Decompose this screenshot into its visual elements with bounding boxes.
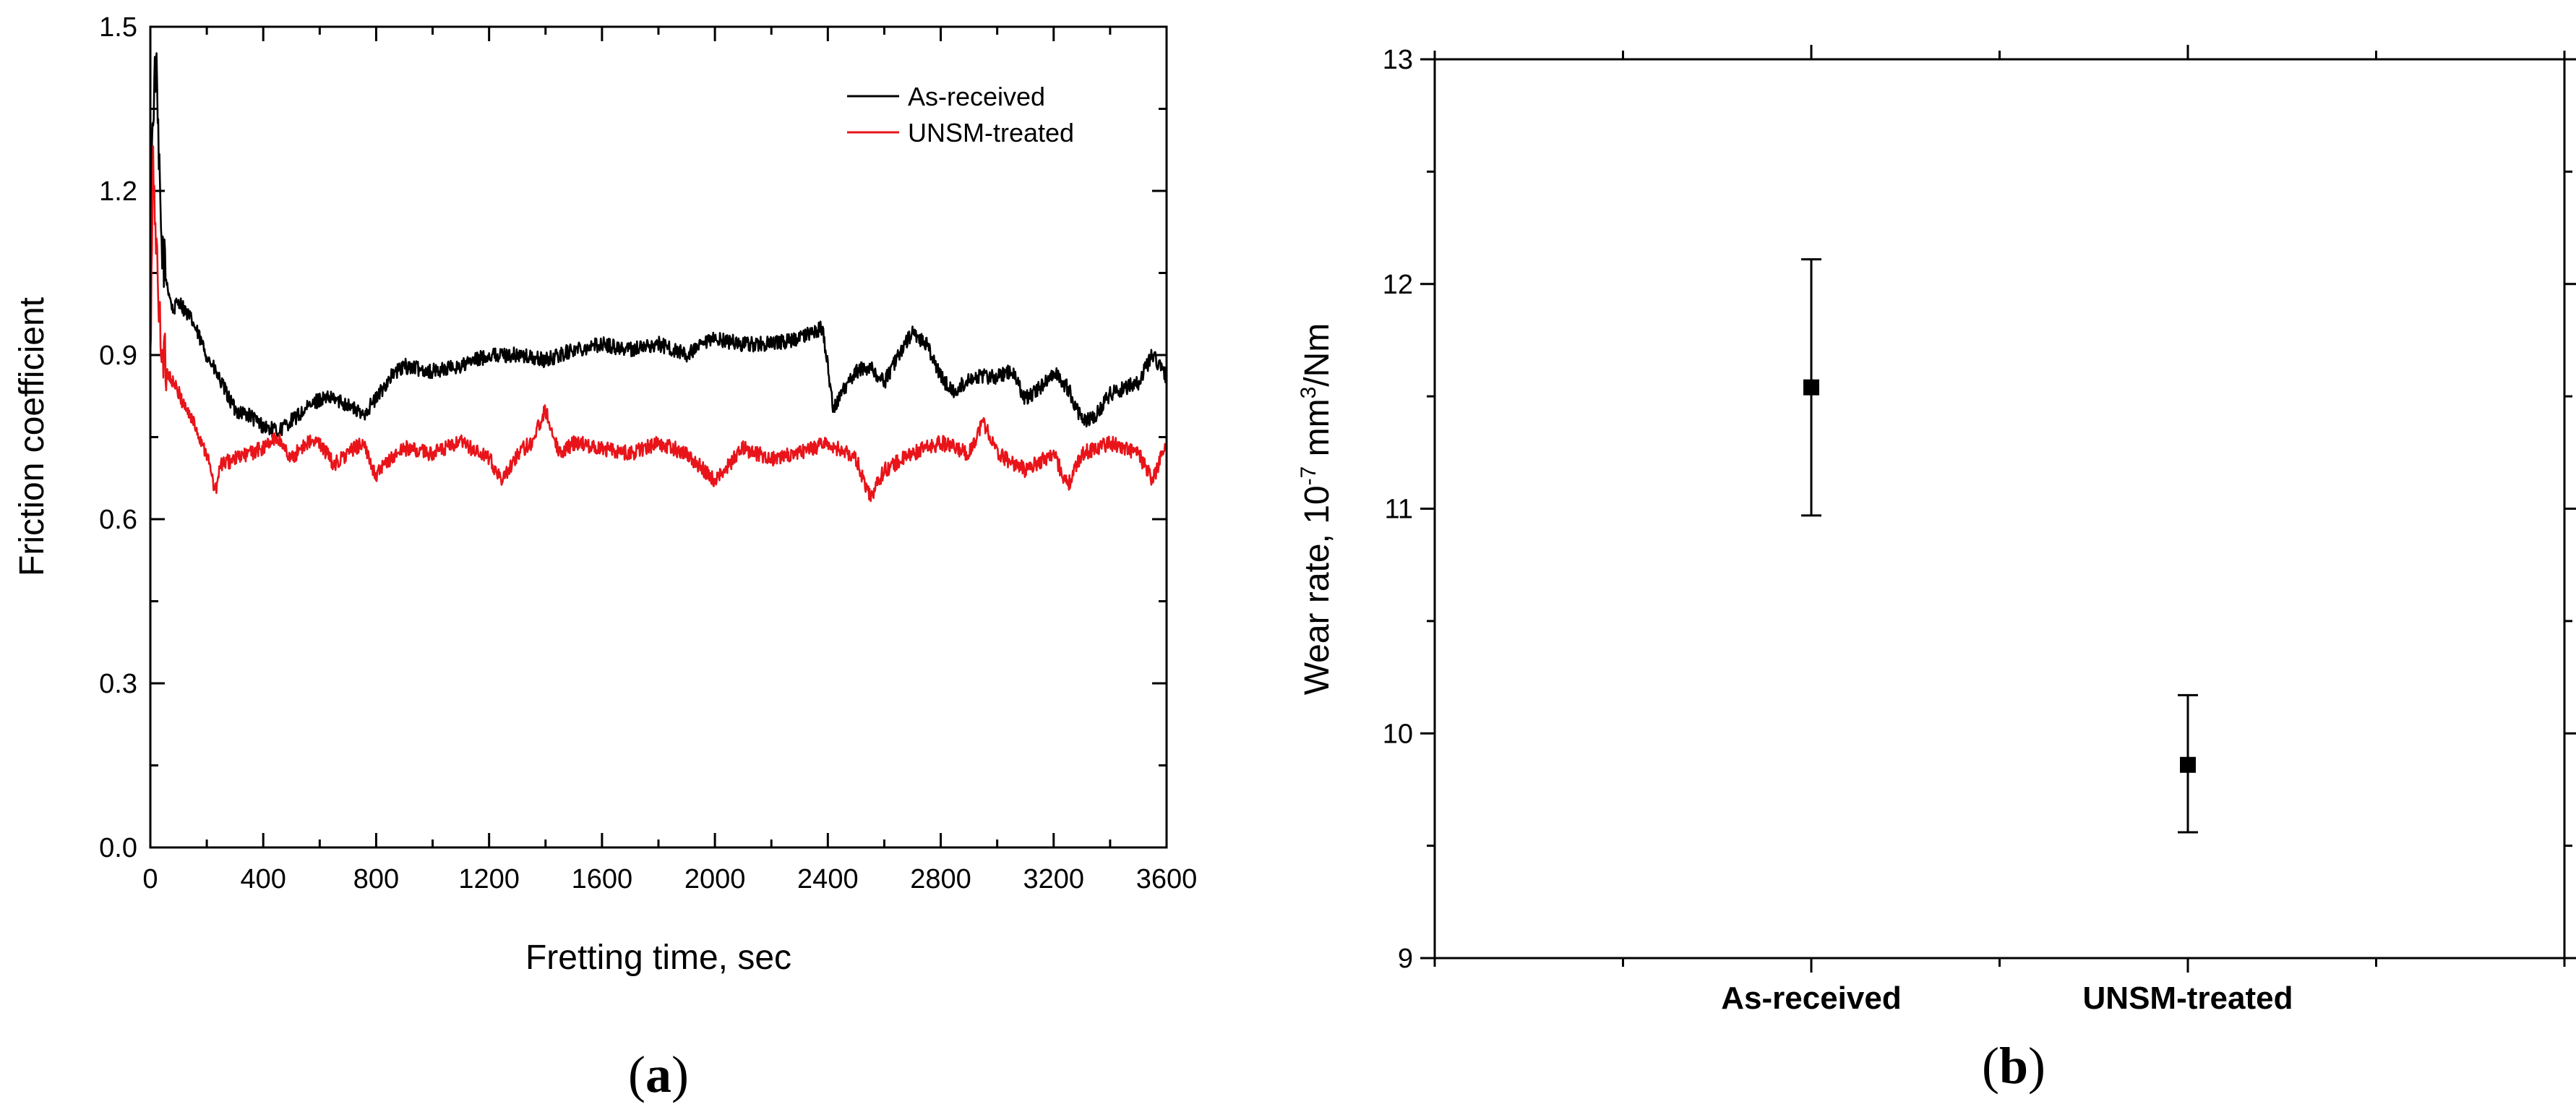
x-axis-title: Fretting time, sec (525, 939, 791, 977)
y-axis-title: Friction coefficient (13, 297, 51, 576)
x-tick-label: 2400 (797, 864, 859, 894)
series-line-as-received (149, 52, 1168, 439)
x-tick-label: 2000 (684, 864, 746, 894)
legend-label-unsm-treated: UNSM-treated (908, 118, 1074, 148)
panel-label-a: (a) (628, 1046, 689, 1103)
y-tick-label: 1.2 (99, 176, 137, 207)
category-label-as-received: As-received (1721, 981, 1901, 1016)
y-tick-label: 1.5 (99, 12, 137, 43)
wear-y-tick-label: 10 (1383, 719, 1413, 749)
y-tick-label: 0.3 (99, 669, 137, 699)
y-tick-label: 0.6 (99, 505, 137, 535)
x-tick-label: 1200 (458, 864, 520, 894)
wear-y-tick-label: 11 (1385, 495, 1413, 525)
wear-y-tick-label: 12 (1383, 270, 1413, 300)
legend-label-as-received: As-received (908, 82, 1045, 111)
x-tick-label: 800 (353, 864, 399, 894)
y-tick-label: 0.0 (99, 833, 137, 863)
friction-chart: 0 400 800 1200 1600 2000 2400 2800 3200 3600 0.0 0.… (13, 12, 1197, 1103)
x-tick-label: 400 (241, 864, 286, 894)
data-point-unsm-treated (2180, 756, 2196, 773)
x-tick-label: 3600 (1136, 864, 1198, 894)
category-label-unsm-treated: UNSM-treated (2083, 981, 2293, 1016)
wear-rate-chart: 9 10 11 12 13 As-received UNSM-treated Wear ra… (1297, 45, 2576, 1095)
wear-y-tick-label: 9 (1398, 944, 1413, 974)
wear-y-axis-title: Wear rate, 10-7 mm3/Nm (1297, 323, 1336, 696)
x-tick-label: 3200 (1023, 864, 1085, 894)
series-line-unsm-treated (149, 145, 1168, 503)
panel-label-b: (b) (1982, 1037, 2045, 1095)
x-tick-label: 0 (142, 864, 158, 894)
x-tick-label: 1600 (572, 864, 633, 894)
legend: As-received UNSM-treated (847, 82, 1074, 148)
data-point-as-received (1803, 379, 1819, 396)
friction-plot-frame (149, 25, 1168, 849)
wear-plot-frame (1433, 58, 2566, 960)
wear-y-tick-label: 13 (1383, 45, 1413, 75)
y-tick-label: 0.9 (99, 341, 137, 371)
x-tick-label: 2800 (910, 864, 971, 894)
